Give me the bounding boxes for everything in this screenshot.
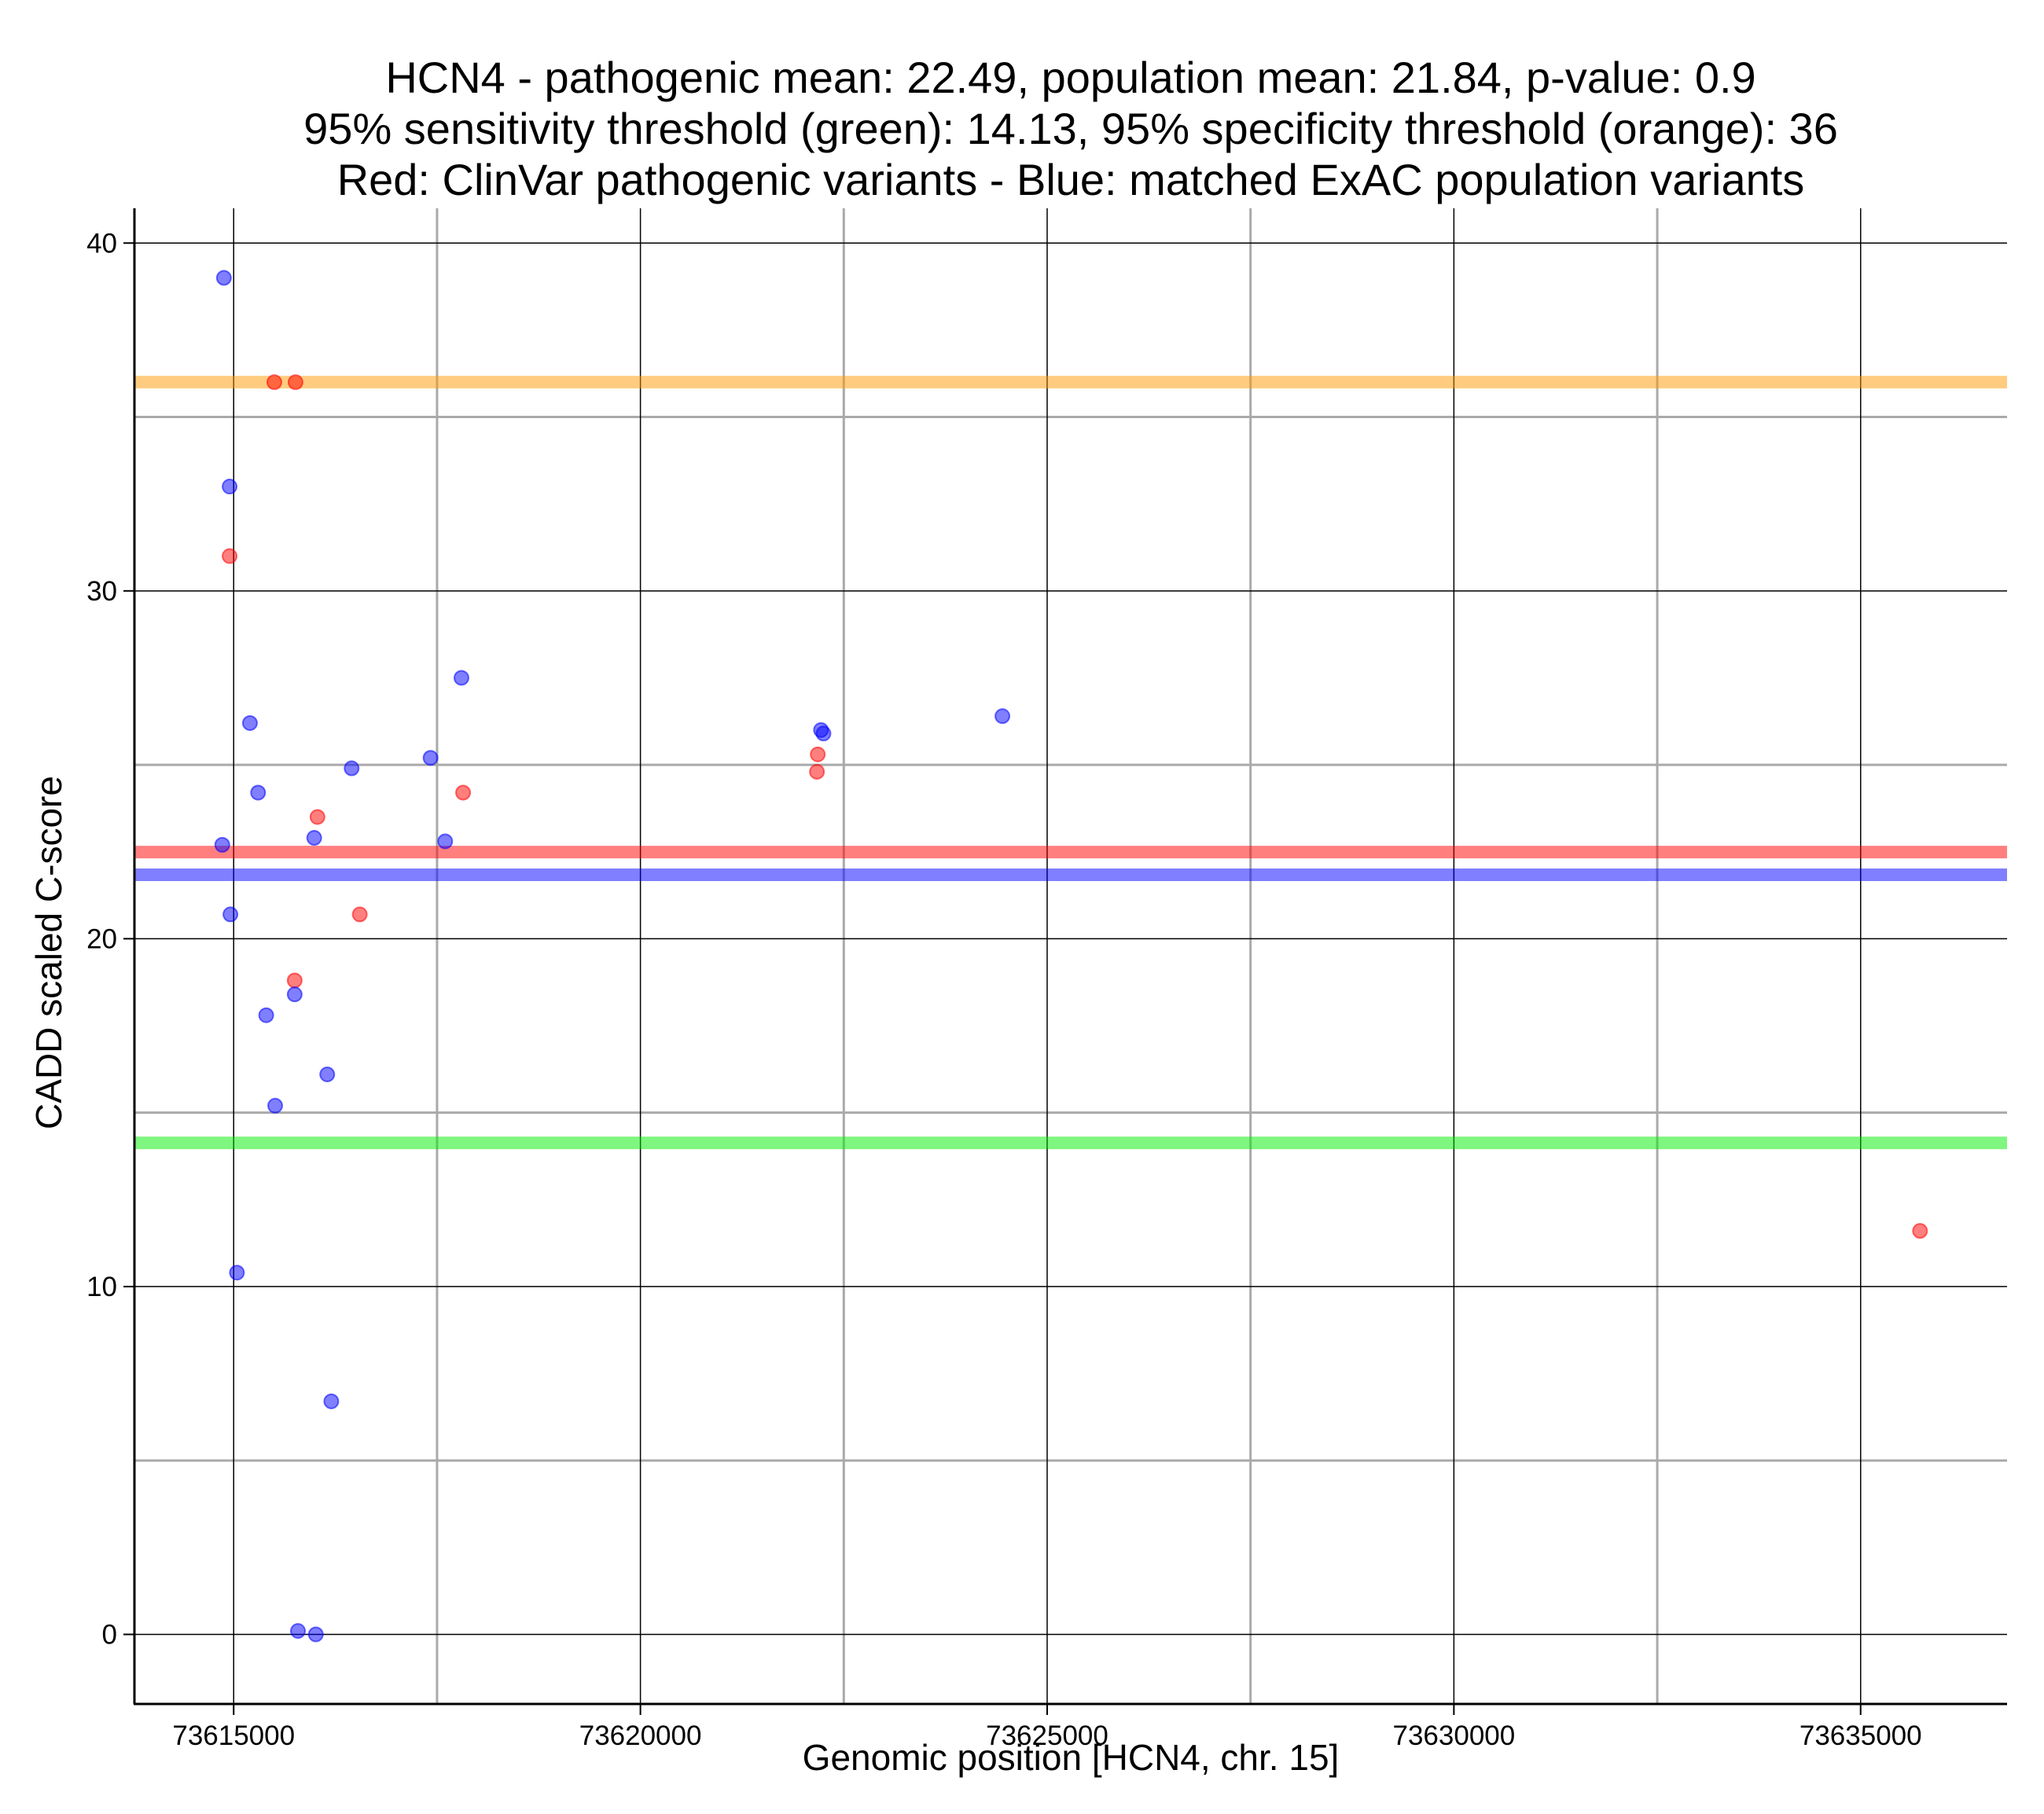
population-point	[214, 836, 230, 853]
population-point	[267, 1097, 284, 1114]
x-tick-label: 73615000	[172, 1720, 295, 1751]
population-point	[229, 1265, 245, 1281]
y-axis-ticks: 0 10 20 30 40	[86, 228, 134, 1650]
pathogenic-point	[1912, 1223, 1928, 1239]
minor-grid	[134, 208, 2007, 1704]
population-point	[323, 1393, 340, 1409]
title-line-3: Red: ClinVar pathogenic variants - Blue:…	[337, 155, 1805, 204]
y-tick-label: 10	[86, 1272, 117, 1302]
y-tick-label: 0	[102, 1619, 117, 1650]
data-points	[214, 270, 1928, 1643]
x-axis-ticks: 73615000 73620000 73625000 73630000 73635000	[172, 1704, 1922, 1751]
population-point	[222, 906, 239, 923]
population-point	[994, 708, 1011, 725]
population-point	[815, 725, 832, 742]
x-tick-label: 73625000	[986, 1720, 1108, 1751]
threshold-lines	[134, 376, 2007, 1150]
title-line-1: HCN4 - pathogenic mean: 22.49, populatio…	[385, 53, 1755, 102]
y-tick-label: 40	[86, 228, 117, 259]
pathogenic-point	[809, 763, 825, 780]
population-point	[306, 830, 322, 846]
population-point	[344, 760, 360, 777]
pathogenic-point	[287, 374, 303, 391]
x-tick-label: 73635000	[1800, 1720, 1922, 1751]
title-line-2: 95% sensitivity threshold (green): 14.13…	[303, 104, 1838, 153]
population-point	[289, 1623, 306, 1640]
population-point	[319, 1066, 336, 1082]
population-point	[437, 833, 454, 850]
population-point	[422, 750, 439, 766]
y-tick-label: 30	[86, 576, 117, 607]
x-tick-label: 73620000	[579, 1720, 702, 1751]
population-point	[222, 479, 238, 495]
population-point	[453, 670, 469, 686]
pathogenic-point	[286, 972, 303, 989]
major-grid	[134, 208, 2007, 1704]
y-tick-label: 20	[86, 924, 117, 954]
y-axis-title: CADD scaled C-score	[28, 776, 69, 1129]
pathogenic-point	[309, 809, 325, 825]
population-point	[307, 1626, 324, 1643]
x-tick-label: 73630000	[1393, 1720, 1516, 1751]
population-point	[241, 714, 258, 731]
population-point	[258, 1007, 274, 1023]
pathogenic-point	[810, 746, 826, 762]
pathogenic-point	[266, 374, 282, 391]
pathogenic-point	[351, 906, 368, 923]
population-point	[286, 986, 303, 1003]
pathogenic-point	[455, 784, 472, 801]
x-axis-title: Genomic position [HCN4, chr. 15]	[803, 1737, 1340, 1778]
pathogenic-point	[222, 548, 238, 564]
population-point	[215, 270, 232, 286]
population-point	[250, 784, 267, 801]
chart-title: HCN4 - pathogenic mean: 22.49, populatio…	[303, 53, 1838, 204]
axes	[133, 208, 2007, 1706]
